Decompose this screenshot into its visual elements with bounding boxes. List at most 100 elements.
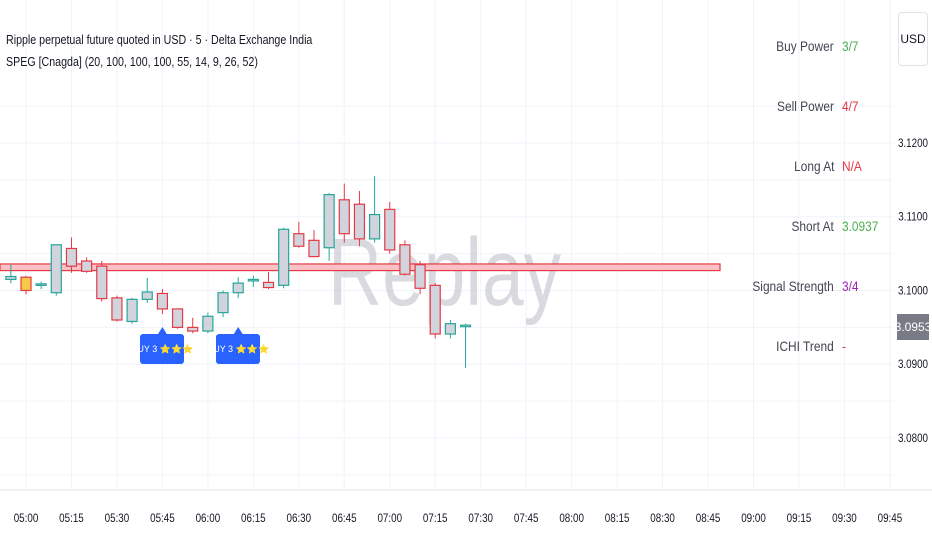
candle-body: [353, 203, 366, 240]
candle-body: [369, 213, 381, 240]
candle[interactable]: [50, 244, 62, 296]
signal-value: 4/7: [842, 98, 859, 114]
candle-body: [338, 199, 350, 235]
candle[interactable]: [171, 308, 184, 329]
candle[interactable]: [369, 176, 381, 243]
time-axis-label: 09:45: [878, 512, 903, 525]
candle[interactable]: [202, 312, 214, 334]
signal-value: 3/7: [842, 38, 859, 54]
signal-label: Sell Power: [777, 98, 834, 114]
candle-body: [444, 323, 456, 335]
signal-row-short-at: Short At 3.0937: [778, 218, 890, 258]
candle-body: [414, 264, 426, 289]
candle-body: [202, 315, 214, 332]
resistance-zone: [0, 263, 721, 272]
candle[interactable]: [187, 317, 199, 334]
candle-body: [111, 297, 123, 321]
candle-body: [5, 275, 17, 281]
currency-button[interactable]: USD: [898, 12, 928, 66]
candle-body: [293, 233, 305, 247]
time-axis-label: 06:45: [332, 512, 357, 525]
candle[interactable]: [247, 275, 259, 287]
candle[interactable]: [384, 202, 396, 254]
candle-body: [65, 247, 78, 267]
candle-body: [323, 194, 335, 249]
time-axis-label: 09:30: [832, 512, 857, 525]
signal-label: ICHI Trend: [776, 338, 834, 354]
replay-watermark: Replay: [328, 219, 561, 326]
candle-body: [171, 308, 184, 328]
time-axis-label: 05:15: [59, 512, 84, 525]
candle-body: [429, 284, 441, 335]
candle-body: [232, 282, 244, 294]
candle[interactable]: [232, 277, 244, 298]
time-axis-label: 08:15: [605, 512, 630, 525]
candle[interactable]: [338, 183, 350, 243]
buy-signal-label: BUY 3 ⭐⭐⭐: [131, 334, 193, 364]
candle[interactable]: [308, 230, 320, 258]
candle-body: [81, 260, 93, 272]
candle[interactable]: [429, 283, 441, 339]
candle-body: [187, 326, 199, 332]
candle[interactable]: [444, 320, 456, 339]
candle-body: [384, 208, 396, 251]
candle[interactable]: [414, 261, 426, 295]
candle-body: [141, 291, 153, 300]
candle[interactable]: [65, 237, 78, 273]
signal-row-long-at: Long At N/A: [778, 158, 890, 198]
candle[interactable]: [353, 190, 366, 247]
candle[interactable]: [399, 240, 411, 276]
candle[interactable]: [5, 264, 17, 284]
time-axis-label: 09:15: [787, 512, 812, 525]
candle[interactable]: [126, 297, 138, 324]
resistance-zone-rect: [0, 263, 721, 272]
signal-row-buy-power: Buy Power 3/7: [776, 38, 890, 78]
candle-body: [247, 278, 259, 282]
candle[interactable]: [262, 272, 275, 290]
current-price-tag: 3.0953: [895, 314, 931, 340]
time-axis-label: 08:45: [696, 512, 721, 525]
candle-body: [399, 244, 411, 275]
candle[interactable]: [278, 227, 290, 289]
candle-body: [126, 298, 138, 323]
price-axis-label: 3.0800: [898, 432, 928, 445]
time-axis-label: 05:30: [105, 512, 130, 525]
candle[interactable]: [156, 289, 169, 315]
chart-title: Ripple perpetual future quoted in USD · …: [6, 32, 313, 47]
price-axis-label: 3.0900: [898, 358, 928, 371]
candle[interactable]: [81, 257, 93, 273]
candle[interactable]: [111, 295, 123, 322]
price-axis[interactable]: 3.1200 3.1100 3.1000 3.0900 3.0800: [898, 137, 928, 445]
signal-label: Buy Power: [776, 38, 834, 54]
indicator-legend[interactable]: SPEG [Cnagda] (20, 100, 100, 100, 55, 14…: [6, 54, 258, 69]
candle[interactable]: [141, 277, 153, 304]
signal-row-ichi-trend: ICHI Trend -: [776, 338, 890, 378]
candle[interactable]: [96, 261, 108, 302]
time-axis-label: 07:30: [468, 512, 493, 525]
time-axis-label: 08:00: [559, 512, 584, 525]
candle-body: [262, 281, 275, 289]
time-axis[interactable]: 05:00 05:15 05:30 05:45 06:00 06:15 06:30 06:45…: [14, 512, 903, 525]
signal-row-signal-strength: Signal Strength 3/4: [753, 278, 890, 318]
candle[interactable]: [459, 323, 472, 368]
candle-body: [50, 244, 62, 294]
candle[interactable]: [217, 290, 229, 318]
signal-row-sell-power: Sell Power 4/7: [777, 98, 890, 138]
candle[interactable]: [293, 221, 305, 248]
candle[interactable]: [35, 281, 47, 290]
signal-label: Short At: [791, 218, 834, 234]
signal-label: Long At: [793, 158, 834, 174]
candle-body: [308, 239, 320, 258]
candle[interactable]: [323, 193, 335, 261]
signal-value: -: [842, 338, 846, 354]
candles[interactable]: [5, 176, 472, 368]
signal-value: 3/4: [842, 278, 859, 294]
price-axis-label: 3.1000: [898, 285, 928, 298]
candle-body: [156, 292, 169, 310]
candle-body: [217, 292, 229, 314]
buy-signal-label: BUY 3 ⭐⭐⭐: [207, 334, 269, 364]
candle[interactable]: [20, 275, 32, 295]
signal-value: 3.0937: [842, 218, 879, 234]
